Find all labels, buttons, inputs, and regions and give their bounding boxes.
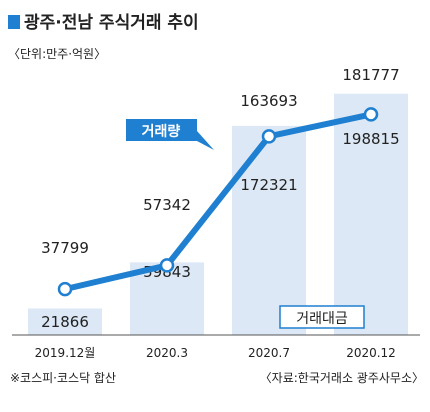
line-point-1 (57, 281, 73, 297)
line-point-4 (363, 107, 379, 122)
bar-value-label-3: 172321 (240, 176, 297, 194)
x-tick-label-2: 2020.3 (146, 346, 188, 360)
note-right: 〈자료:한국거래소 광주사무소〉 (260, 371, 424, 385)
line-point-3 (261, 129, 277, 144)
bar-series-name: 거래대금 (296, 311, 348, 327)
line-value-label-3: 163693 (240, 92, 297, 110)
bar-value-label-4: 198815 (342, 130, 399, 148)
x-tick-label-4: 2020.12 (346, 346, 396, 360)
line-value-label-4: 181777 (342, 66, 399, 84)
bar-4 (334, 93, 408, 336)
chart-title: 광주·전남 주식거래 추이 (24, 13, 199, 33)
line-point-2 (159, 258, 175, 273)
bar-1 (28, 308, 102, 335)
title-marker (8, 15, 20, 29)
bar-3 (232, 125, 306, 336)
x-tick-label-3: 2020.7 (248, 346, 290, 360)
line-value-label-2: 57342 (143, 196, 191, 214)
line-series (62, 111, 374, 293)
line-value-label-1: 37799 (41, 239, 89, 257)
line-callout-box (126, 119, 214, 150)
x-tick-label-1: 2019.12월 (35, 346, 96, 360)
bar-series-box (279, 305, 365, 329)
note-left: ※코스피·코스닥 합산 (10, 371, 116, 385)
line-series-name: 거래량 (142, 124, 181, 140)
bar-2 (130, 262, 204, 335)
unit-label: 〈단위:만주·억원〉 (8, 47, 106, 61)
bar-value-label-1: 21866 (41, 313, 89, 331)
